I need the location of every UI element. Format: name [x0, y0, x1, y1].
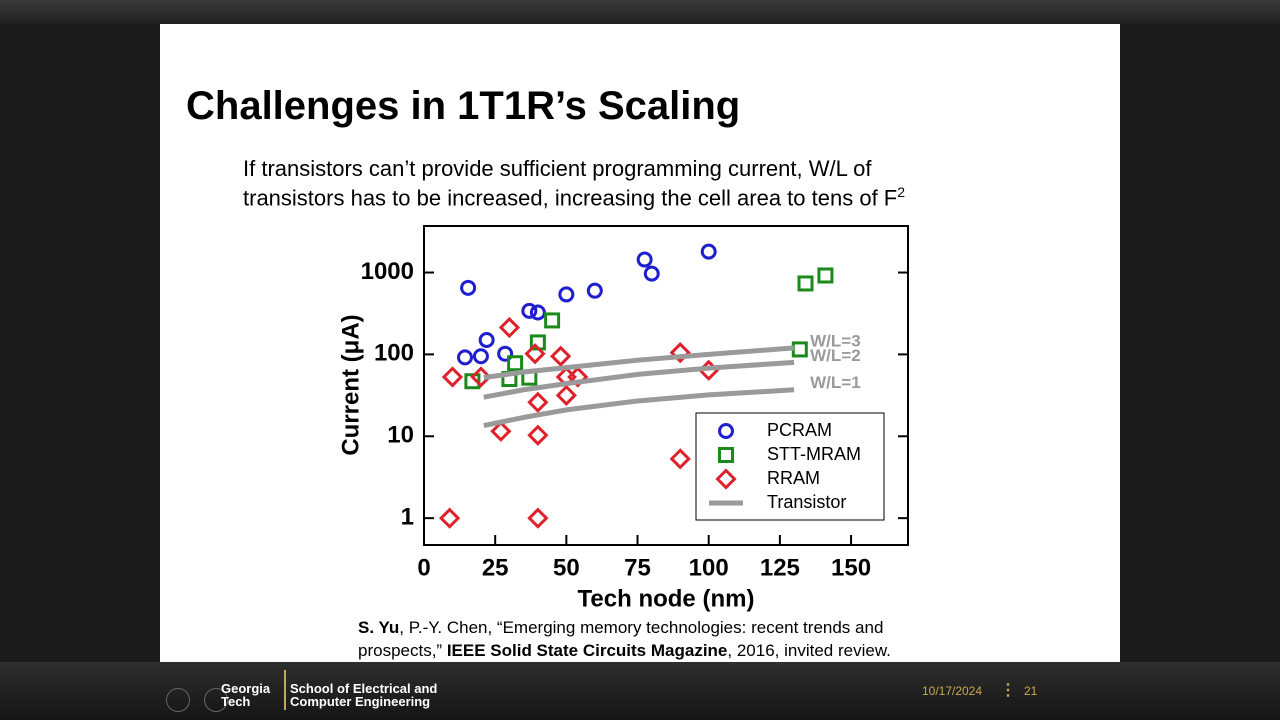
- prev-button[interactable]: [166, 688, 190, 712]
- menu-dots[interactable]: ⋮: [1000, 682, 1016, 699]
- date: 10/17/2024: [922, 684, 983, 698]
- logo-text: Tech: [221, 694, 251, 709]
- next-button[interactable]: [204, 688, 228, 712]
- citation-text: IEEE Solid State Circuits Magazine: [446, 641, 728, 660]
- citation-line: S. Yu, P.-Y. Chen, “Emerging memory tech…: [358, 618, 883, 638]
- body-line: If transistors can’t provide sufficient …: [243, 156, 872, 181]
- logo-text: Georgia: [221, 681, 271, 696]
- school: School of Electrical and Computer Enginee…: [290, 682, 437, 708]
- logo-divider: [284, 670, 286, 710]
- school-text: School of Electrical and: [290, 681, 438, 696]
- slide-title: Challenges in 1T1R’s Scaling: [186, 84, 741, 128]
- window-strip: [0, 0, 1280, 24]
- school-text: Computer Engineering: [290, 694, 431, 709]
- citation-text: , 2016, invited review.: [727, 641, 891, 660]
- logo: Georgia Tech: [221, 682, 270, 708]
- citation-text: , P.-Y. Chen, “Emerging memory technolog…: [399, 618, 884, 637]
- page-number: 21: [1024, 684, 1038, 698]
- body-text: transistors has to be increased, increas…: [243, 185, 898, 211]
- superscript: 2: [897, 184, 906, 200]
- citation-text: S. Yu: [358, 618, 400, 637]
- citation-line: prospects,” IEEE Solid State Circuits Ma…: [358, 641, 891, 661]
- body-line: transistors has to be increased, increas…: [243, 184, 905, 211]
- control-bar: [0, 662, 1280, 720]
- citation-text: prospects,”: [358, 641, 447, 660]
